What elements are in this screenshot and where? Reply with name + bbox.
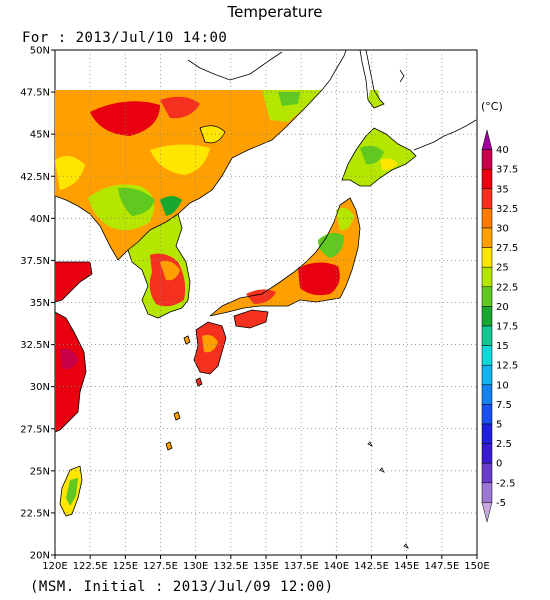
colorbar-labels: 40 37.5 35 32.5 30 27.5 25 22.5 20 17.5 15 12.5 10 7.… <box>496 145 518 509</box>
colorbar-label: 17.5 <box>496 322 518 333</box>
lon-tick-label: 125E <box>113 561 138 572</box>
lat-tick-label: 47.5N <box>20 88 50 99</box>
colorbar-label: 40 <box>496 145 509 156</box>
lon-tick-label: 127.5E <box>143 561 178 572</box>
honshu-fill <box>210 198 360 316</box>
china-coast-fill <box>55 262 92 432</box>
lon-tick-label: 120E <box>42 561 67 572</box>
colorbar-label: 15 <box>496 341 509 352</box>
colorbar-segment <box>481 168 493 190</box>
colorbar-segment <box>481 364 493 386</box>
colorbar-label: 22.5 <box>496 282 518 293</box>
lon-tick-label: 137.5E <box>284 561 319 572</box>
lat-tick-label: 42.5N <box>20 172 50 183</box>
lat-lon-grid <box>55 50 477 555</box>
colorbar-segment <box>481 208 493 229</box>
lat-tick-label: 22.5N <box>20 508 50 519</box>
shikoku-fill <box>234 310 268 328</box>
colorbar-label: 7.5 <box>496 400 512 411</box>
colorbar-segment <box>481 306 493 327</box>
lat-tick-label: 50N <box>30 46 50 57</box>
kyushu-fill <box>194 322 226 374</box>
lon-tick-label: 142.5E <box>354 561 389 572</box>
lon-tick-label: 135E <box>253 561 278 572</box>
lat-tick-label: 37.5N <box>20 256 50 267</box>
colorbar-label: 20 <box>496 302 509 313</box>
hokkaido-fill <box>342 128 416 186</box>
colorbar-label: 27.5 <box>496 243 518 254</box>
colorbar-segment <box>481 384 493 405</box>
colorbar-label: 32.5 <box>496 204 518 215</box>
lon-tick-label: 145E <box>394 561 419 572</box>
korea-fill <box>128 214 190 318</box>
colorbar-segment <box>481 149 493 170</box>
model-initial-time: (MSM. Initial : 2013/Jul/09 12:00) <box>30 579 334 595</box>
taiwan-fill <box>60 466 82 516</box>
colorbar-segment <box>481 345 493 366</box>
colorbar-label: 30 <box>496 224 509 235</box>
lon-tick-label: 130E <box>183 561 208 572</box>
colorbar-segment <box>481 266 493 288</box>
lat-tick-label: 25N <box>30 466 50 477</box>
colorbar-segment <box>481 188 493 209</box>
latitude-labels: 20N 22.5N 25N 27.5N 30N 32.5N 35N 37.5N 40N 42.5N… <box>20 46 55 562</box>
colorbar-label: 35 <box>496 184 509 195</box>
colorbar-segment <box>481 462 493 484</box>
mainland-fill <box>55 90 322 260</box>
colorbar-label: 37.5 <box>496 165 518 176</box>
colorbar-segment <box>481 423 493 444</box>
colorbar-top-arrow <box>481 129 493 150</box>
colorbar-segment <box>481 325 493 346</box>
lat-tick-label: 32.5N <box>20 340 50 351</box>
colorbar-segment <box>481 227 493 248</box>
forecast-time: For : 2013/Jul/10 14:00 <box>22 30 228 46</box>
lon-tick-label: 132.5E <box>213 561 248 572</box>
map-title: Temperature <box>227 3 323 21</box>
colorbar-segment <box>481 443 493 464</box>
colorbar-label: 10 <box>496 380 509 391</box>
colorbar-label: 25 <box>496 263 509 274</box>
colorbar-label: 12.5 <box>496 361 518 372</box>
colorbar-label: 2.5 <box>496 439 512 450</box>
lat-tick-label: 30N <box>30 382 50 393</box>
lat-tick-label: 40N <box>30 214 50 225</box>
colorbar-unit: (°C) <box>481 100 503 113</box>
lon-tick-label: 147.5E <box>424 561 459 572</box>
colorbar-segment <box>481 247 493 268</box>
colorbar-bottom-arrow <box>481 502 493 523</box>
colorbar-segment <box>481 286 493 307</box>
colorbar-label: 0 <box>496 459 502 470</box>
lat-tick-label: 45N <box>30 130 50 141</box>
colorbar-label: -5 <box>496 498 506 509</box>
lon-tick-label: 140E <box>324 561 349 572</box>
coastlines <box>55 50 477 549</box>
colorbar-label: -2.5 <box>496 478 516 489</box>
colorbar <box>481 129 493 523</box>
lon-tick-label: 150E <box>464 561 489 572</box>
lat-tick-label: 35N <box>30 298 50 309</box>
colorbar-segment <box>481 482 493 503</box>
colorbar-segment <box>481 404 493 425</box>
lat-tick-label: 27.5N <box>20 424 50 435</box>
sakhalin-fill <box>368 90 384 108</box>
lat-tick-label: 20N <box>30 551 50 562</box>
colorbar-label: 5 <box>496 420 502 431</box>
longitude-labels: 120E 122.5E 125E 127.5E 130E 132.5E 135E 137.5E… <box>42 555 490 572</box>
lon-tick-label: 122.5E <box>73 561 108 572</box>
